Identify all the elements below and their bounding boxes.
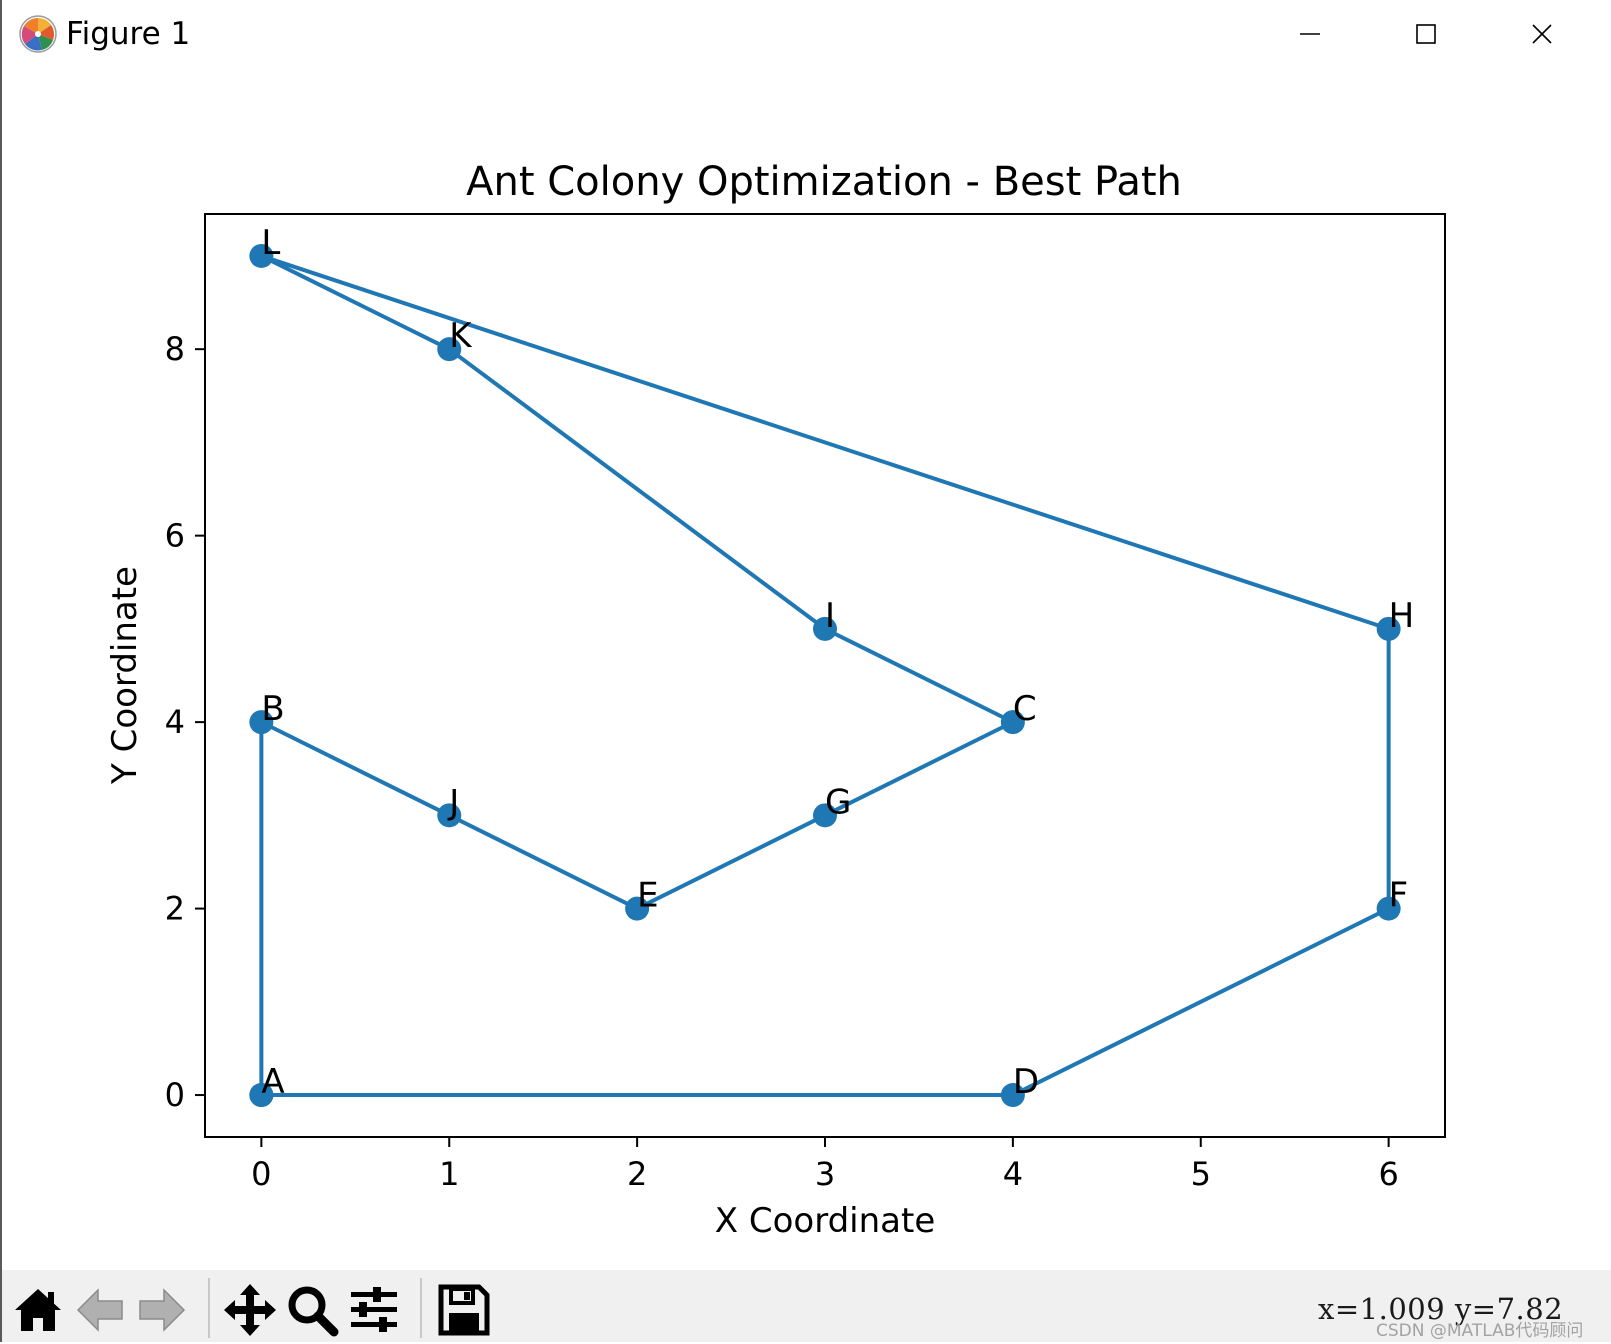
city-marker: [813, 616, 837, 641]
minimize-icon: [1300, 33, 1320, 35]
chart[interactable]: Ant Colony Optimization - Best Path 0 1 2 3…: [2, 70, 1610, 1270]
city-marker: [437, 803, 462, 828]
y-tick-label: 2: [165, 890, 185, 928]
home-button[interactable]: [10, 1282, 66, 1338]
city-marker: [1376, 616, 1401, 641]
arrow-left-icon: [76, 1288, 123, 1332]
city-label: B: [261, 689, 284, 729]
city-label: G: [825, 782, 851, 822]
city-label: K: [449, 316, 473, 356]
x-tick-label: 3: [815, 1155, 835, 1193]
x-axis-label: X Coordinate: [715, 1201, 936, 1241]
zoom-button[interactable]: [284, 1282, 340, 1338]
x-tick-label: 1: [439, 1155, 459, 1193]
x-tick-label: 0: [251, 1155, 271, 1193]
city-label: E: [637, 876, 658, 916]
floppy-disk-icon: [438, 1284, 490, 1336]
x-tick-label: 2: [627, 1155, 647, 1193]
cursor-coordinates: x=1.009 y=7.82: [1318, 1292, 1564, 1326]
watermark: CSDN @MATLAB代码顾问: [1376, 1321, 1584, 1341]
city-label: D: [1013, 1062, 1039, 1102]
save-button[interactable]: [436, 1282, 492, 1338]
close-icon: [1532, 24, 1552, 44]
title-bar[interactable]: Figure 1: [2, 0, 1611, 70]
city-label: H: [1389, 596, 1415, 636]
window-title: Figure 1: [66, 16, 191, 52]
figure-canvas[interactable]: Ant Colony Optimization - Best Path 0 1 2 3…: [2, 70, 1611, 1270]
x-tick-label: 6: [1378, 1155, 1398, 1193]
magnifier-icon: [288, 1286, 339, 1337]
city-marker: [437, 337, 462, 362]
city-marker: [249, 243, 274, 268]
matplotlib-logo-icon: [18, 14, 58, 54]
city-marker: [1376, 896, 1401, 921]
y-tick-label: 8: [165, 330, 185, 368]
y-tick-label: 4: [165, 703, 185, 741]
x-tick-label: 5: [1191, 1155, 1211, 1193]
pan-button[interactable]: [222, 1282, 278, 1338]
city-label: A: [261, 1062, 284, 1102]
city-marker: [813, 803, 837, 828]
x-tick-label: 4: [1003, 1155, 1023, 1193]
city-label: C: [1013, 689, 1037, 729]
toolbar-separator: [208, 1278, 210, 1338]
city-marker: [1000, 1083, 1025, 1108]
sliders-icon: [351, 1287, 397, 1332]
city-label: J: [447, 782, 459, 822]
back-button[interactable]: [72, 1282, 128, 1338]
plot-area-frame: [204, 213, 1446, 1138]
arrow-right-icon: [139, 1288, 186, 1332]
city-label: L: [261, 223, 280, 263]
chart-title: Ant Colony Optimization - Best Path: [466, 159, 1182, 205]
maximize-button[interactable]: [1398, 10, 1454, 58]
y-tick-label: 6: [165, 517, 185, 555]
move-arrows-icon: [224, 1284, 276, 1336]
city-label: I: [825, 596, 835, 636]
home-icon: [15, 1289, 61, 1331]
close-button[interactable]: [1514, 10, 1570, 58]
maximize-icon: [1416, 24, 1436, 44]
city-marker: [625, 896, 650, 921]
x-axis: 0 1 2 3 4 5 6: [251, 1137, 1399, 1193]
y-axis-label: Y Coordinate: [105, 566, 145, 785]
y-tick-label: 0: [165, 1076, 185, 1114]
toolbar-separator: [420, 1278, 422, 1338]
city-label: F: [1389, 876, 1409, 916]
city-markers: [249, 243, 1401, 1108]
forward-button[interactable]: [134, 1282, 190, 1338]
city-marker: [249, 710, 274, 735]
city-marker: [1000, 710, 1025, 735]
y-axis: 0 2 4 6 8: [165, 330, 205, 1114]
configure-subplots-button[interactable]: [346, 1282, 402, 1338]
city-marker: [249, 1083, 274, 1108]
city-labels: A B C D E F G H I J K L: [261, 223, 1414, 1102]
navigation-toolbar: x=1.009 y=7.82 CSDN @MATLAB代码顾问: [2, 1270, 1611, 1342]
minimize-button[interactable]: [1282, 10, 1338, 58]
